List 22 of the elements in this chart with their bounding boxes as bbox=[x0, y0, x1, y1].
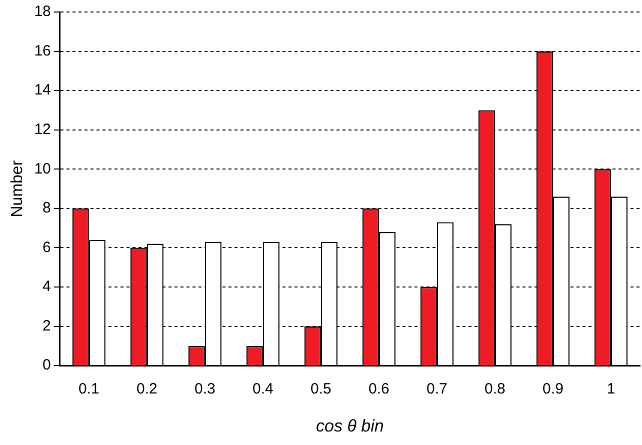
x-tick-label: 0.5 bbox=[310, 380, 332, 398]
x-tick-label: 0.9 bbox=[542, 380, 564, 398]
y-tick-label: 10 bbox=[34, 160, 51, 178]
x-tick-label: 0.1 bbox=[78, 380, 100, 398]
x-tick-label: 0.4 bbox=[252, 380, 274, 398]
x-tick-label: 0.8 bbox=[484, 380, 506, 398]
x-axis-title: cos θ bin bbox=[316, 416, 384, 436]
y-tick-label: 0 bbox=[42, 356, 51, 374]
y-tick-label: 14 bbox=[34, 82, 51, 99]
y-tick-label: 18 bbox=[34, 3, 51, 20]
y-tick-label: 16 bbox=[34, 42, 51, 60]
x-tick-label: 1 bbox=[606, 380, 616, 398]
y-axis-title: Number bbox=[9, 160, 26, 218]
x-tick-label: 0.2 bbox=[136, 380, 158, 398]
y-tick-label: 4 bbox=[42, 278, 51, 296]
x-tick-label: 0.7 bbox=[426, 380, 448, 398]
y-tick-label: 8 bbox=[42, 200, 51, 217]
x-tick-label: 0.6 bbox=[368, 380, 390, 398]
x-tick-label: 0.3 bbox=[194, 380, 216, 398]
y-tick-label: 6 bbox=[42, 238, 51, 256]
y-tick-label: 12 bbox=[34, 121, 51, 138]
y-tick-label: 2 bbox=[42, 317, 51, 334]
